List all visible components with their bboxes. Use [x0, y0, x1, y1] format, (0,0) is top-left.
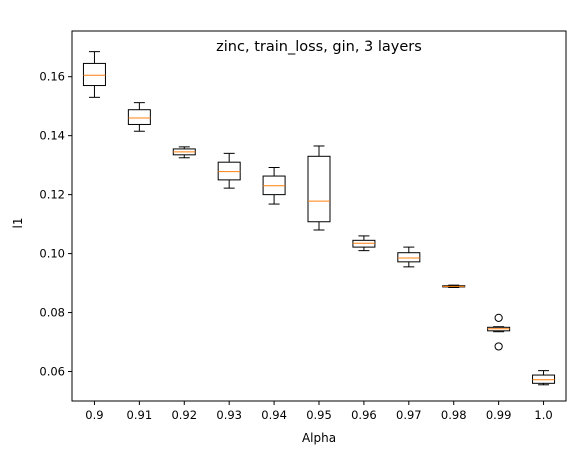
- x-tick-label: 0.91: [127, 408, 153, 422]
- box-group: [262, 167, 286, 205]
- box: [127, 109, 151, 125]
- x-tick-label: 0.93: [216, 408, 242, 422]
- outlier-point: [494, 342, 503, 351]
- y-tick-label: 0.16: [39, 70, 65, 84]
- x-tick-label: 0.9: [85, 408, 103, 422]
- y-tick-label: 0.12: [39, 188, 65, 202]
- y-tick-label: 0.06: [39, 365, 65, 379]
- box: [82, 62, 106, 87]
- box-group: [442, 284, 466, 288]
- axes: 0.9 0.91 0.92 0.93 0.94 0.95 0.96 0.97 0.98 0.99 1…: [39, 70, 552, 422]
- box: [217, 161, 241, 181]
- box-group: [307, 145, 331, 231]
- box: [307, 155, 331, 223]
- box-group: [487, 313, 511, 351]
- y-tick-label: 0.10: [39, 247, 65, 261]
- box-group: [397, 246, 421, 268]
- box-group: [532, 370, 556, 386]
- x-tick-label: 0.99: [486, 408, 512, 422]
- box-group: [127, 102, 151, 132]
- x-tick-label: 0.97: [396, 408, 422, 422]
- y-axis-label: l1: [11, 218, 25, 229]
- x-tick-label: 0.94: [261, 408, 287, 422]
- box-group: [172, 146, 196, 159]
- chart-title: zinc, train_loss, gin, 3 layers: [216, 39, 422, 55]
- x-tick-label: 0.92: [171, 408, 197, 422]
- x-axis-label: Alpha: [302, 431, 336, 445]
- plot-area: [82, 51, 556, 386]
- x-tick-label: 1.0: [534, 408, 552, 422]
- box: [532, 374, 556, 384]
- x-tick-label: 0.96: [351, 408, 377, 422]
- y-tick-label: 0.08: [39, 306, 65, 320]
- y-tick-label: 0.14: [39, 129, 65, 143]
- outlier-point: [494, 313, 503, 322]
- x-tick-label: 0.95: [306, 408, 332, 422]
- box-group: [217, 152, 241, 189]
- box: [397, 252, 421, 263]
- box-group: [352, 235, 376, 252]
- box-group: [82, 51, 106, 98]
- x-tick-label: 0.98: [441, 408, 467, 422]
